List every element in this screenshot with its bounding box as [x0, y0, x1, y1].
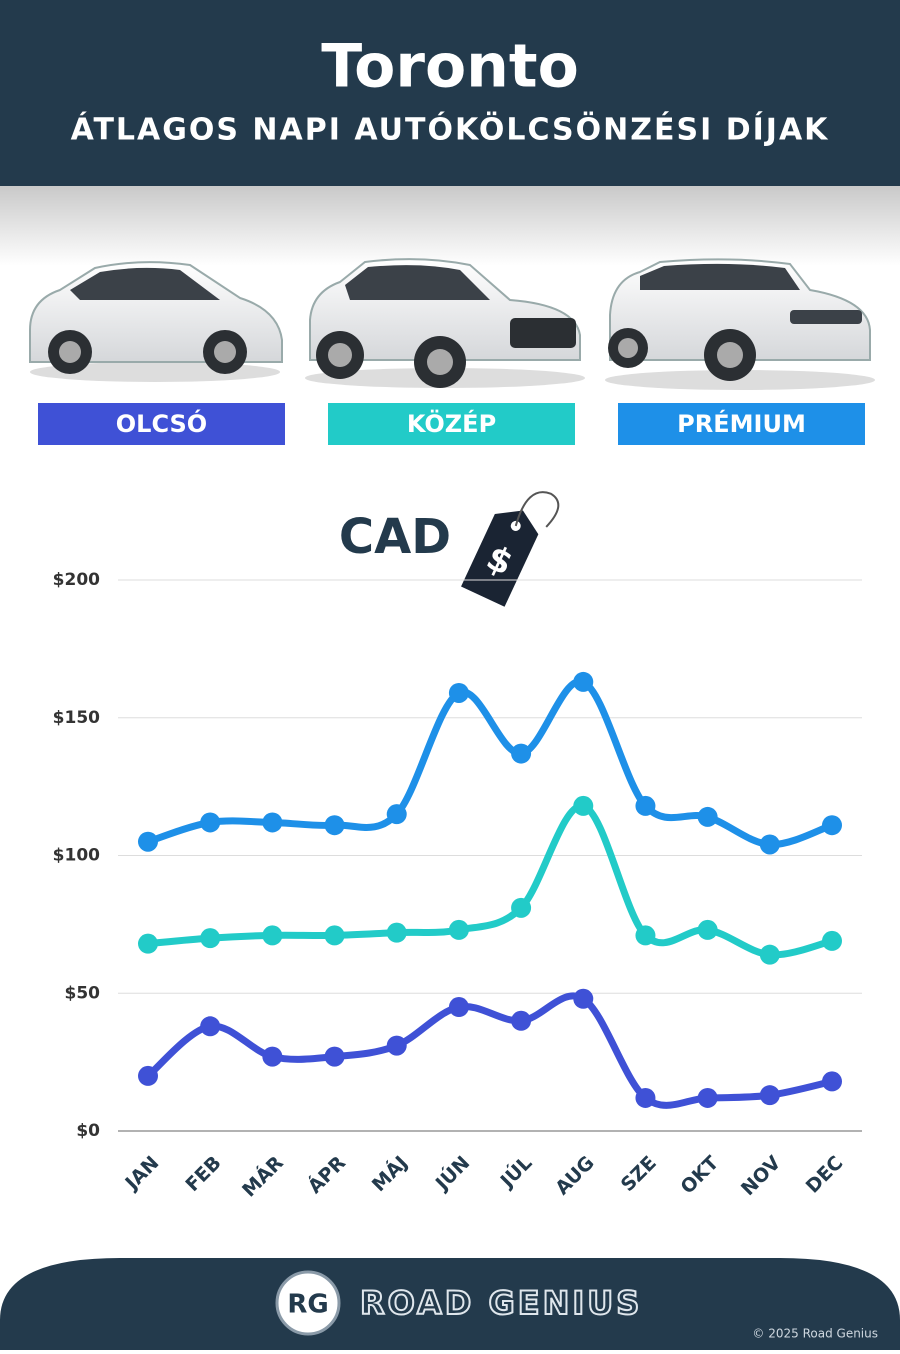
data-point	[511, 743, 532, 764]
data-point	[697, 1087, 718, 1108]
x-tick-label: MÁJ	[367, 1151, 412, 1196]
data-point	[138, 831, 158, 852]
y-tick-label: $200	[53, 570, 100, 590]
subtitle: ÁTLAGOS NAPI AUTÓKÖLCSÖNZÉSI DÍJAK	[71, 111, 830, 148]
x-tick-label: FEB	[181, 1152, 225, 1196]
data-point	[386, 922, 407, 943]
data-point	[822, 815, 842, 836]
header-bg	[0, 0, 900, 186]
car-economy	[29, 261, 283, 382]
data-point	[635, 925, 656, 946]
data-point	[822, 1071, 842, 1092]
data-point	[386, 804, 407, 825]
x-tick-label: ÁPR	[303, 1151, 350, 1198]
x-tick-label: SZE	[617, 1152, 661, 1196]
legend-label: KÖZÉP	[407, 408, 496, 438]
y-tick-label: $0	[76, 1121, 100, 1141]
legend-swatch	[328, 403, 575, 445]
data-point	[448, 997, 469, 1018]
header-shadow	[0, 186, 900, 266]
data-point	[697, 919, 718, 940]
currency-label: CAD	[339, 509, 451, 565]
x-tick-label: NOV	[737, 1152, 785, 1200]
data-point	[759, 1085, 780, 1106]
y-tick-label: $100	[53, 846, 100, 866]
x-tick-label: JÚL	[494, 1150, 537, 1193]
data-point	[573, 795, 594, 816]
data-point	[324, 925, 345, 946]
series-line	[144, 992, 836, 1109]
x-tick-label: JÚN	[429, 1150, 475, 1196]
price-tag: $	[461, 491, 560, 607]
y-tick-label: $150	[53, 708, 100, 728]
logo-text: RG	[287, 1290, 328, 1320]
data-point	[138, 933, 158, 954]
logo-circle	[275, 1270, 341, 1336]
title: Toronto	[321, 32, 579, 102]
legend-swatch	[38, 403, 285, 445]
x-tick-label: OKT	[677, 1152, 724, 1199]
data-point	[324, 815, 345, 836]
data-point	[262, 812, 283, 833]
car-premium	[605, 258, 875, 390]
car-midsize	[305, 258, 585, 388]
x-tick-label: DEC	[802, 1152, 848, 1198]
legend-label: PRÉMIUM	[677, 409, 806, 438]
data-point	[200, 812, 221, 833]
legend-label: OLCSÓ	[116, 408, 207, 438]
data-point	[200, 1016, 221, 1037]
data-point	[573, 988, 594, 1009]
data-point	[697, 806, 718, 827]
footer-bg	[0, 1258, 900, 1350]
x-tick-label: AUG	[551, 1152, 598, 1199]
x-tick-label: JAN	[120, 1152, 164, 1196]
data-point	[448, 682, 469, 703]
data-point	[262, 925, 283, 946]
data-point	[635, 795, 656, 816]
data-point	[138, 1065, 158, 1086]
data-point	[822, 930, 842, 951]
legend-swatch	[618, 403, 865, 445]
data-point	[511, 1010, 532, 1031]
data-point	[200, 928, 221, 949]
data-point	[573, 671, 594, 692]
brand: ROAD GENIUS	[360, 1284, 642, 1322]
data-point	[759, 944, 780, 965]
data-point	[759, 834, 780, 855]
data-point	[324, 1046, 345, 1067]
data-point	[262, 1046, 283, 1067]
y-tick-label: $50	[65, 983, 101, 1003]
data-point	[448, 919, 469, 940]
series-line	[144, 677, 836, 848]
x-tick-label: MÁR	[237, 1151, 288, 1202]
data-point	[386, 1035, 407, 1056]
data-point	[635, 1087, 656, 1108]
data-point	[511, 897, 532, 918]
copyright: © 2025 Road Genius	[752, 1327, 878, 1341]
